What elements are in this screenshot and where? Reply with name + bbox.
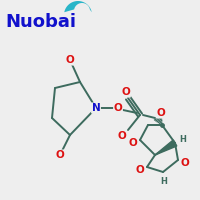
- Text: H: H: [161, 178, 167, 186]
- Text: O: O: [118, 131, 126, 141]
- Text: O: O: [157, 108, 165, 118]
- Text: O: O: [181, 158, 189, 168]
- Text: Nuobai: Nuobai: [5, 13, 76, 31]
- Text: O: O: [129, 138, 137, 148]
- Text: O: O: [66, 55, 74, 65]
- Polygon shape: [64, 1, 92, 12]
- Text: O: O: [122, 87, 130, 97]
- Text: O: O: [56, 150, 64, 160]
- Text: H: H: [180, 136, 186, 144]
- Text: O: O: [136, 165, 144, 175]
- Text: O: O: [114, 103, 122, 113]
- Polygon shape: [155, 140, 177, 155]
- Text: N: N: [92, 103, 100, 113]
